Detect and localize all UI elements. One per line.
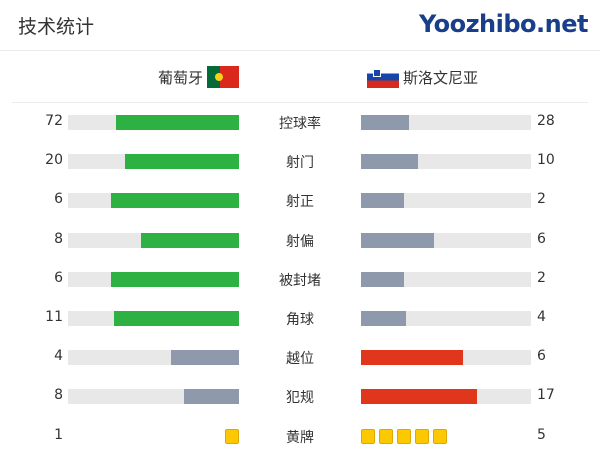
slovenia-flag-icon xyxy=(367,66,399,88)
stat-label: 越位 xyxy=(286,351,314,368)
away-value: 2 xyxy=(537,191,546,208)
stat-label: 犯规 xyxy=(286,390,314,407)
portugal-flag-icon xyxy=(207,66,240,88)
home-value: 72 xyxy=(45,113,63,129)
stat-row: 6 射正 2 xyxy=(0,190,600,210)
home-bar xyxy=(68,232,239,248)
stat-label: 被封堵 xyxy=(279,272,321,289)
home-cards xyxy=(225,428,239,444)
divider xyxy=(0,50,600,51)
away-bar xyxy=(361,271,531,287)
home-bar xyxy=(68,154,239,170)
away-cards xyxy=(361,428,447,444)
home-bar-fill xyxy=(113,311,239,326)
home-bar-fill xyxy=(125,154,239,170)
away-bar xyxy=(361,311,531,326)
yellow-card-icon xyxy=(433,428,447,444)
stat-label: 射门 xyxy=(286,155,314,172)
away-bar-fill xyxy=(361,311,407,326)
stat-row: 20 射门 10 xyxy=(0,151,600,171)
home-team: 葡萄牙 xyxy=(158,66,240,88)
away-value: 28 xyxy=(537,113,555,129)
stat-row: 1 黄牌 5 xyxy=(0,426,600,446)
home-value: 6 xyxy=(54,191,63,208)
stat-row: 8 射偏 6 xyxy=(0,230,600,250)
away-team: 斯洛文尼亚 xyxy=(367,66,478,88)
home-bar-fill xyxy=(184,389,239,405)
away-bar xyxy=(361,232,531,248)
stat-label: 射正 xyxy=(286,194,314,211)
away-value: 10 xyxy=(537,152,555,169)
home-bar xyxy=(68,193,239,209)
away-bar xyxy=(361,350,531,366)
page-title: 技术统计 xyxy=(18,16,95,38)
yellow-card-icon xyxy=(379,428,393,444)
home-bar-fill xyxy=(110,271,239,287)
home-bar xyxy=(68,115,239,130)
away-bar-fill xyxy=(361,271,404,287)
home-bar-fill xyxy=(170,350,239,366)
away-value: 6 xyxy=(537,348,546,365)
yellow-card-icon xyxy=(225,428,239,444)
stat-label: 射偏 xyxy=(286,233,314,250)
stat-label: 控球率 xyxy=(279,116,321,132)
stat-label: 黄牌 xyxy=(286,429,314,446)
home-value: 8 xyxy=(54,230,63,247)
stat-label: 角球 xyxy=(286,312,314,328)
home-value: 8 xyxy=(54,387,63,404)
home-value: 11 xyxy=(45,309,63,325)
home-value: 1 xyxy=(54,426,63,443)
away-bar xyxy=(361,389,531,405)
away-team-name: 斯洛文尼亚 xyxy=(403,68,479,87)
watermark: Yoozhibo.net xyxy=(418,10,589,38)
yellow-card-icon xyxy=(397,428,411,444)
stat-row: 11 角球 4 xyxy=(0,308,600,328)
home-bar-fill xyxy=(115,115,239,130)
stat-row: 6 被封堵 2 xyxy=(0,269,600,289)
home-value: 6 xyxy=(54,269,63,286)
stat-row: 4 越位 6 xyxy=(0,347,600,367)
away-value: 2 xyxy=(537,269,546,286)
home-bar xyxy=(68,311,239,326)
away-value: 6 xyxy=(537,230,546,247)
home-bar xyxy=(68,350,239,366)
stat-row: 72 控球率 28 xyxy=(0,112,600,132)
away-bar-fill xyxy=(361,232,434,248)
away-bar-fill xyxy=(361,193,404,209)
home-bar-fill xyxy=(110,193,239,209)
home-bar xyxy=(68,389,239,405)
divider xyxy=(12,102,588,103)
away-value: 17 xyxy=(537,387,555,404)
yellow-card-icon xyxy=(415,428,429,444)
away-bar-fill xyxy=(361,115,409,130)
yellow-card-icon xyxy=(361,428,375,444)
away-value: 4 xyxy=(537,309,546,325)
home-bar xyxy=(68,271,239,287)
home-team-name: 葡萄牙 xyxy=(158,68,204,87)
away-bar-fill xyxy=(361,350,463,366)
away-bar xyxy=(361,154,531,170)
away-bar xyxy=(361,193,531,209)
stat-row: 8 犯规 17 xyxy=(0,386,600,406)
away-bar xyxy=(361,115,531,130)
away-bar-fill xyxy=(361,389,477,405)
away-bar-fill xyxy=(361,154,418,170)
home-value: 4 xyxy=(54,348,63,365)
away-value: 5 xyxy=(537,426,546,443)
home-bar-fill xyxy=(141,232,239,248)
home-value: 20 xyxy=(45,152,63,169)
